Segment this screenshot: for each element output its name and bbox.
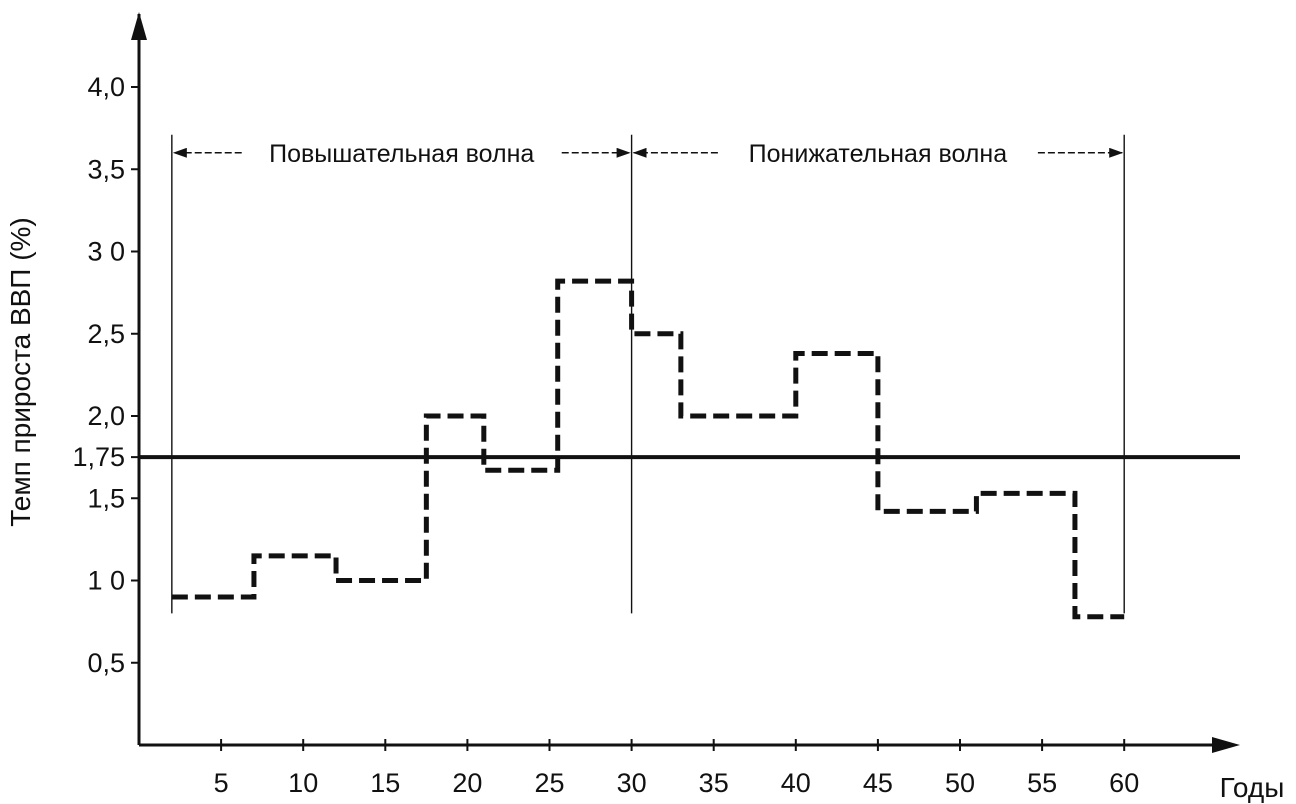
x-tick-label: 60 bbox=[1109, 768, 1139, 798]
y-tick-label: 1,75 bbox=[72, 442, 125, 472]
wave-label: Понижательная волна bbox=[749, 140, 1008, 168]
annotations-layer: Повышательная волна Понижательная волна bbox=[172, 140, 1124, 168]
x-tick-label: 45 bbox=[863, 768, 893, 798]
wave-boundaries-layer bbox=[171, 134, 1125, 614]
x-tick-label: 30 bbox=[617, 768, 647, 798]
x-tick-label: 10 bbox=[288, 768, 318, 798]
x-tick-label: 20 bbox=[452, 768, 482, 798]
x-tick-label: 50 bbox=[945, 768, 975, 798]
series-layer bbox=[171, 278, 1125, 620]
x-tick-label: 35 bbox=[699, 768, 729, 798]
x-tick-label: 55 bbox=[1027, 768, 1057, 798]
x-tick-label: 15 bbox=[370, 768, 400, 798]
y-tick-label: 3,5 bbox=[87, 154, 125, 184]
x-axis-title: Годы bbox=[1220, 772, 1285, 803]
y-axis-title: Темп прироста ВВП (%) bbox=[5, 217, 36, 526]
y-tick-label: 2,5 bbox=[87, 319, 125, 349]
y-tick-label: 4,0 bbox=[87, 72, 125, 102]
ticks-layer: 5 10 15 20 25 30 35 40 45 50 55 60 0,5 1 0 1,5 1,75 2,0 2… bbox=[72, 72, 1139, 798]
y-tick-label: 2,0 bbox=[87, 401, 125, 431]
axes-layer bbox=[131, 12, 1240, 753]
x-tick-label: 5 bbox=[214, 768, 229, 798]
gdp-growth-step-series bbox=[171, 278, 1125, 620]
x-tick-label: 25 bbox=[534, 768, 564, 798]
wave-label: Повышательная волна bbox=[269, 140, 534, 168]
y-tick-label: 3 0 bbox=[87, 237, 125, 267]
y-tick-label: 1,5 bbox=[87, 483, 125, 513]
y-axis-arrow bbox=[131, 12, 147, 40]
x-axis-arrow bbox=[1212, 737, 1240, 753]
x-tick-label: 40 bbox=[781, 768, 811, 798]
y-tick-label: 0,5 bbox=[87, 648, 125, 678]
y-tick-label: 1 0 bbox=[87, 566, 125, 596]
